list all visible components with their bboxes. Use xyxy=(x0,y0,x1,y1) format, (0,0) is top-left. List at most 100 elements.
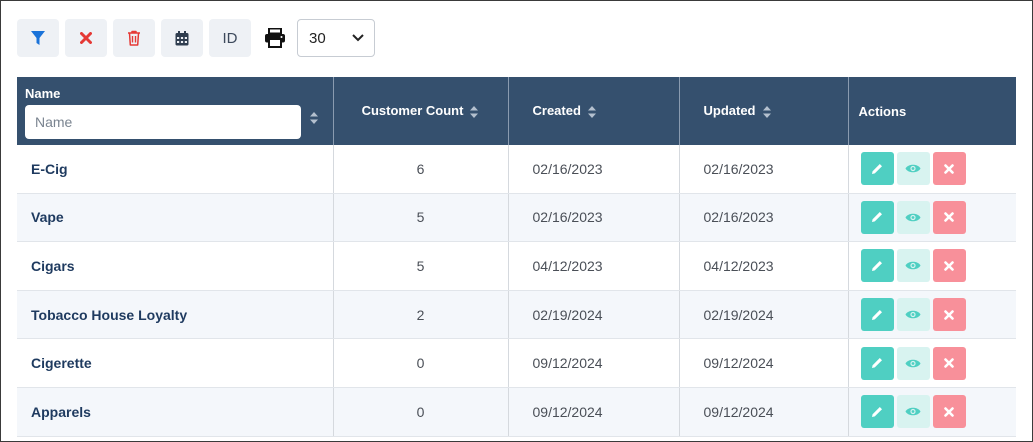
row-name[interactable]: Vape xyxy=(17,193,334,243)
eye-icon xyxy=(905,310,921,319)
column-header-name: Name xyxy=(17,77,334,145)
print-button[interactable] xyxy=(259,19,291,57)
eye-icon xyxy=(905,213,921,222)
row-created: 02/19/2024 xyxy=(508,290,680,340)
view-button[interactable] xyxy=(896,346,930,380)
row-actions xyxy=(847,241,1016,291)
delete-button[interactable] xyxy=(932,346,966,380)
row-customer-count: 2 xyxy=(333,290,509,340)
table-header-row: Name Customer Count Created Updated Acti… xyxy=(17,77,1016,145)
sort-icon[interactable] xyxy=(469,105,479,119)
calendar-icon xyxy=(175,30,189,45)
filter-icon xyxy=(31,30,45,45)
edit-button[interactable] xyxy=(860,298,894,332)
view-button[interactable] xyxy=(896,298,930,332)
column-header-updated[interactable]: Updated xyxy=(679,77,849,145)
row-updated: 02/19/2024 xyxy=(679,290,849,340)
delete-button[interactable] xyxy=(932,395,966,429)
row-actions xyxy=(847,145,1016,194)
column-header-created[interactable]: Created xyxy=(508,77,680,145)
filter-button[interactable] xyxy=(17,19,59,57)
row-name[interactable]: E-Cig xyxy=(17,145,334,194)
pencil-icon xyxy=(872,309,882,320)
close-icon xyxy=(944,406,954,417)
view-button[interactable] xyxy=(896,249,930,283)
row-customer-count: 0 xyxy=(333,338,509,388)
edit-button[interactable] xyxy=(860,152,894,186)
table-row: E-Cig 6 02/16/2023 02/16/2023 xyxy=(17,145,1016,194)
close-icon xyxy=(944,358,954,368)
row-name[interactable]: Cigerette xyxy=(17,338,334,388)
table-row: Cigerette 0 09/12/2024 09/12/2024 xyxy=(17,338,1016,388)
print-icon xyxy=(265,28,285,48)
row-actions xyxy=(847,193,1016,243)
eye-icon xyxy=(905,262,921,270)
row-updated: 02/16/2023 xyxy=(679,193,849,243)
pencil-icon xyxy=(872,163,882,174)
table-row: Apparels 0 09/12/2024 09/12/2024 xyxy=(17,387,1016,437)
pencil-icon xyxy=(872,358,882,369)
per-page-value: 30 xyxy=(309,29,326,47)
pencil-icon xyxy=(872,212,882,223)
table-row: Vape 5 02/16/2023 02/16/2023 xyxy=(17,193,1016,243)
clear-icon xyxy=(80,32,92,44)
per-page-select[interactable]: 30 xyxy=(297,19,375,57)
view-button[interactable] xyxy=(896,200,930,234)
row-updated: 02/16/2023 xyxy=(679,145,849,194)
delete-button[interactable] xyxy=(932,152,966,186)
row-name[interactable]: Cigars xyxy=(17,241,334,291)
row-customer-count: 6 xyxy=(333,145,509,194)
view-button[interactable] xyxy=(896,152,930,186)
pencil-icon xyxy=(872,260,882,271)
row-name[interactable]: Apparels xyxy=(17,387,334,437)
view-button[interactable] xyxy=(896,395,930,429)
close-icon xyxy=(944,163,954,174)
sort-icon[interactable] xyxy=(762,105,772,119)
delete-button[interactable] xyxy=(932,249,966,283)
sort-icon[interactable] xyxy=(309,111,319,125)
delete-selected-button[interactable] xyxy=(113,19,155,57)
column-header-actions: Actions xyxy=(848,77,1016,145)
row-created: 09/12/2024 xyxy=(508,338,680,388)
column-label-created: Created xyxy=(532,103,581,119)
row-customer-count: 5 xyxy=(333,241,509,291)
chevron-down-icon xyxy=(352,34,364,42)
row-created: 09/12/2024 xyxy=(508,387,680,437)
row-customer-count: 0 xyxy=(333,387,509,437)
column-label-updated: Updated xyxy=(703,103,756,119)
table-row: Tobacco House Loyalty 2 02/19/2024 02/19/20… xyxy=(17,290,1016,340)
name-filter-input[interactable] xyxy=(25,104,301,139)
row-updated: 09/12/2024 xyxy=(679,387,849,437)
delete-button[interactable] xyxy=(932,298,966,332)
close-icon xyxy=(944,309,954,320)
row-created: 02/16/2023 xyxy=(508,145,680,194)
delete-button[interactable] xyxy=(932,200,966,234)
id-column-button[interactable]: ID xyxy=(209,19,251,57)
row-name[interactable]: Tobacco House Loyalty xyxy=(17,290,334,340)
close-icon xyxy=(944,212,954,223)
row-created: 02/16/2023 xyxy=(508,193,680,243)
column-label-actions: Actions xyxy=(858,103,907,119)
clear-filter-button[interactable] xyxy=(65,19,107,57)
date-filter-button[interactable] xyxy=(161,19,203,57)
edit-button[interactable] xyxy=(860,200,894,234)
table-body: E-Cig 6 02/16/2023 02/16/2023 Vape 5 02/16/202… xyxy=(17,145,1016,437)
toolbar: ID 30 xyxy=(17,18,375,58)
row-customer-count: 5 xyxy=(333,193,509,243)
row-updated: 04/12/2023 xyxy=(679,241,849,291)
edit-button[interactable] xyxy=(860,346,894,380)
edit-button[interactable] xyxy=(860,249,894,283)
close-icon xyxy=(944,261,954,271)
pencil-icon xyxy=(872,406,882,417)
edit-button[interactable] xyxy=(860,395,894,429)
eye-icon xyxy=(905,408,921,416)
column-label-customer-count: Customer Count xyxy=(361,103,464,119)
trash-icon xyxy=(128,30,140,46)
row-actions xyxy=(847,338,1016,388)
row-updated: 09/12/2024 xyxy=(679,338,849,388)
sort-icon[interactable] xyxy=(587,105,597,119)
data-table: Name Customer Count Created Updated Acti… xyxy=(17,77,1016,437)
column-header-customer-count[interactable]: Customer Count xyxy=(333,77,509,145)
eye-icon xyxy=(905,359,921,367)
